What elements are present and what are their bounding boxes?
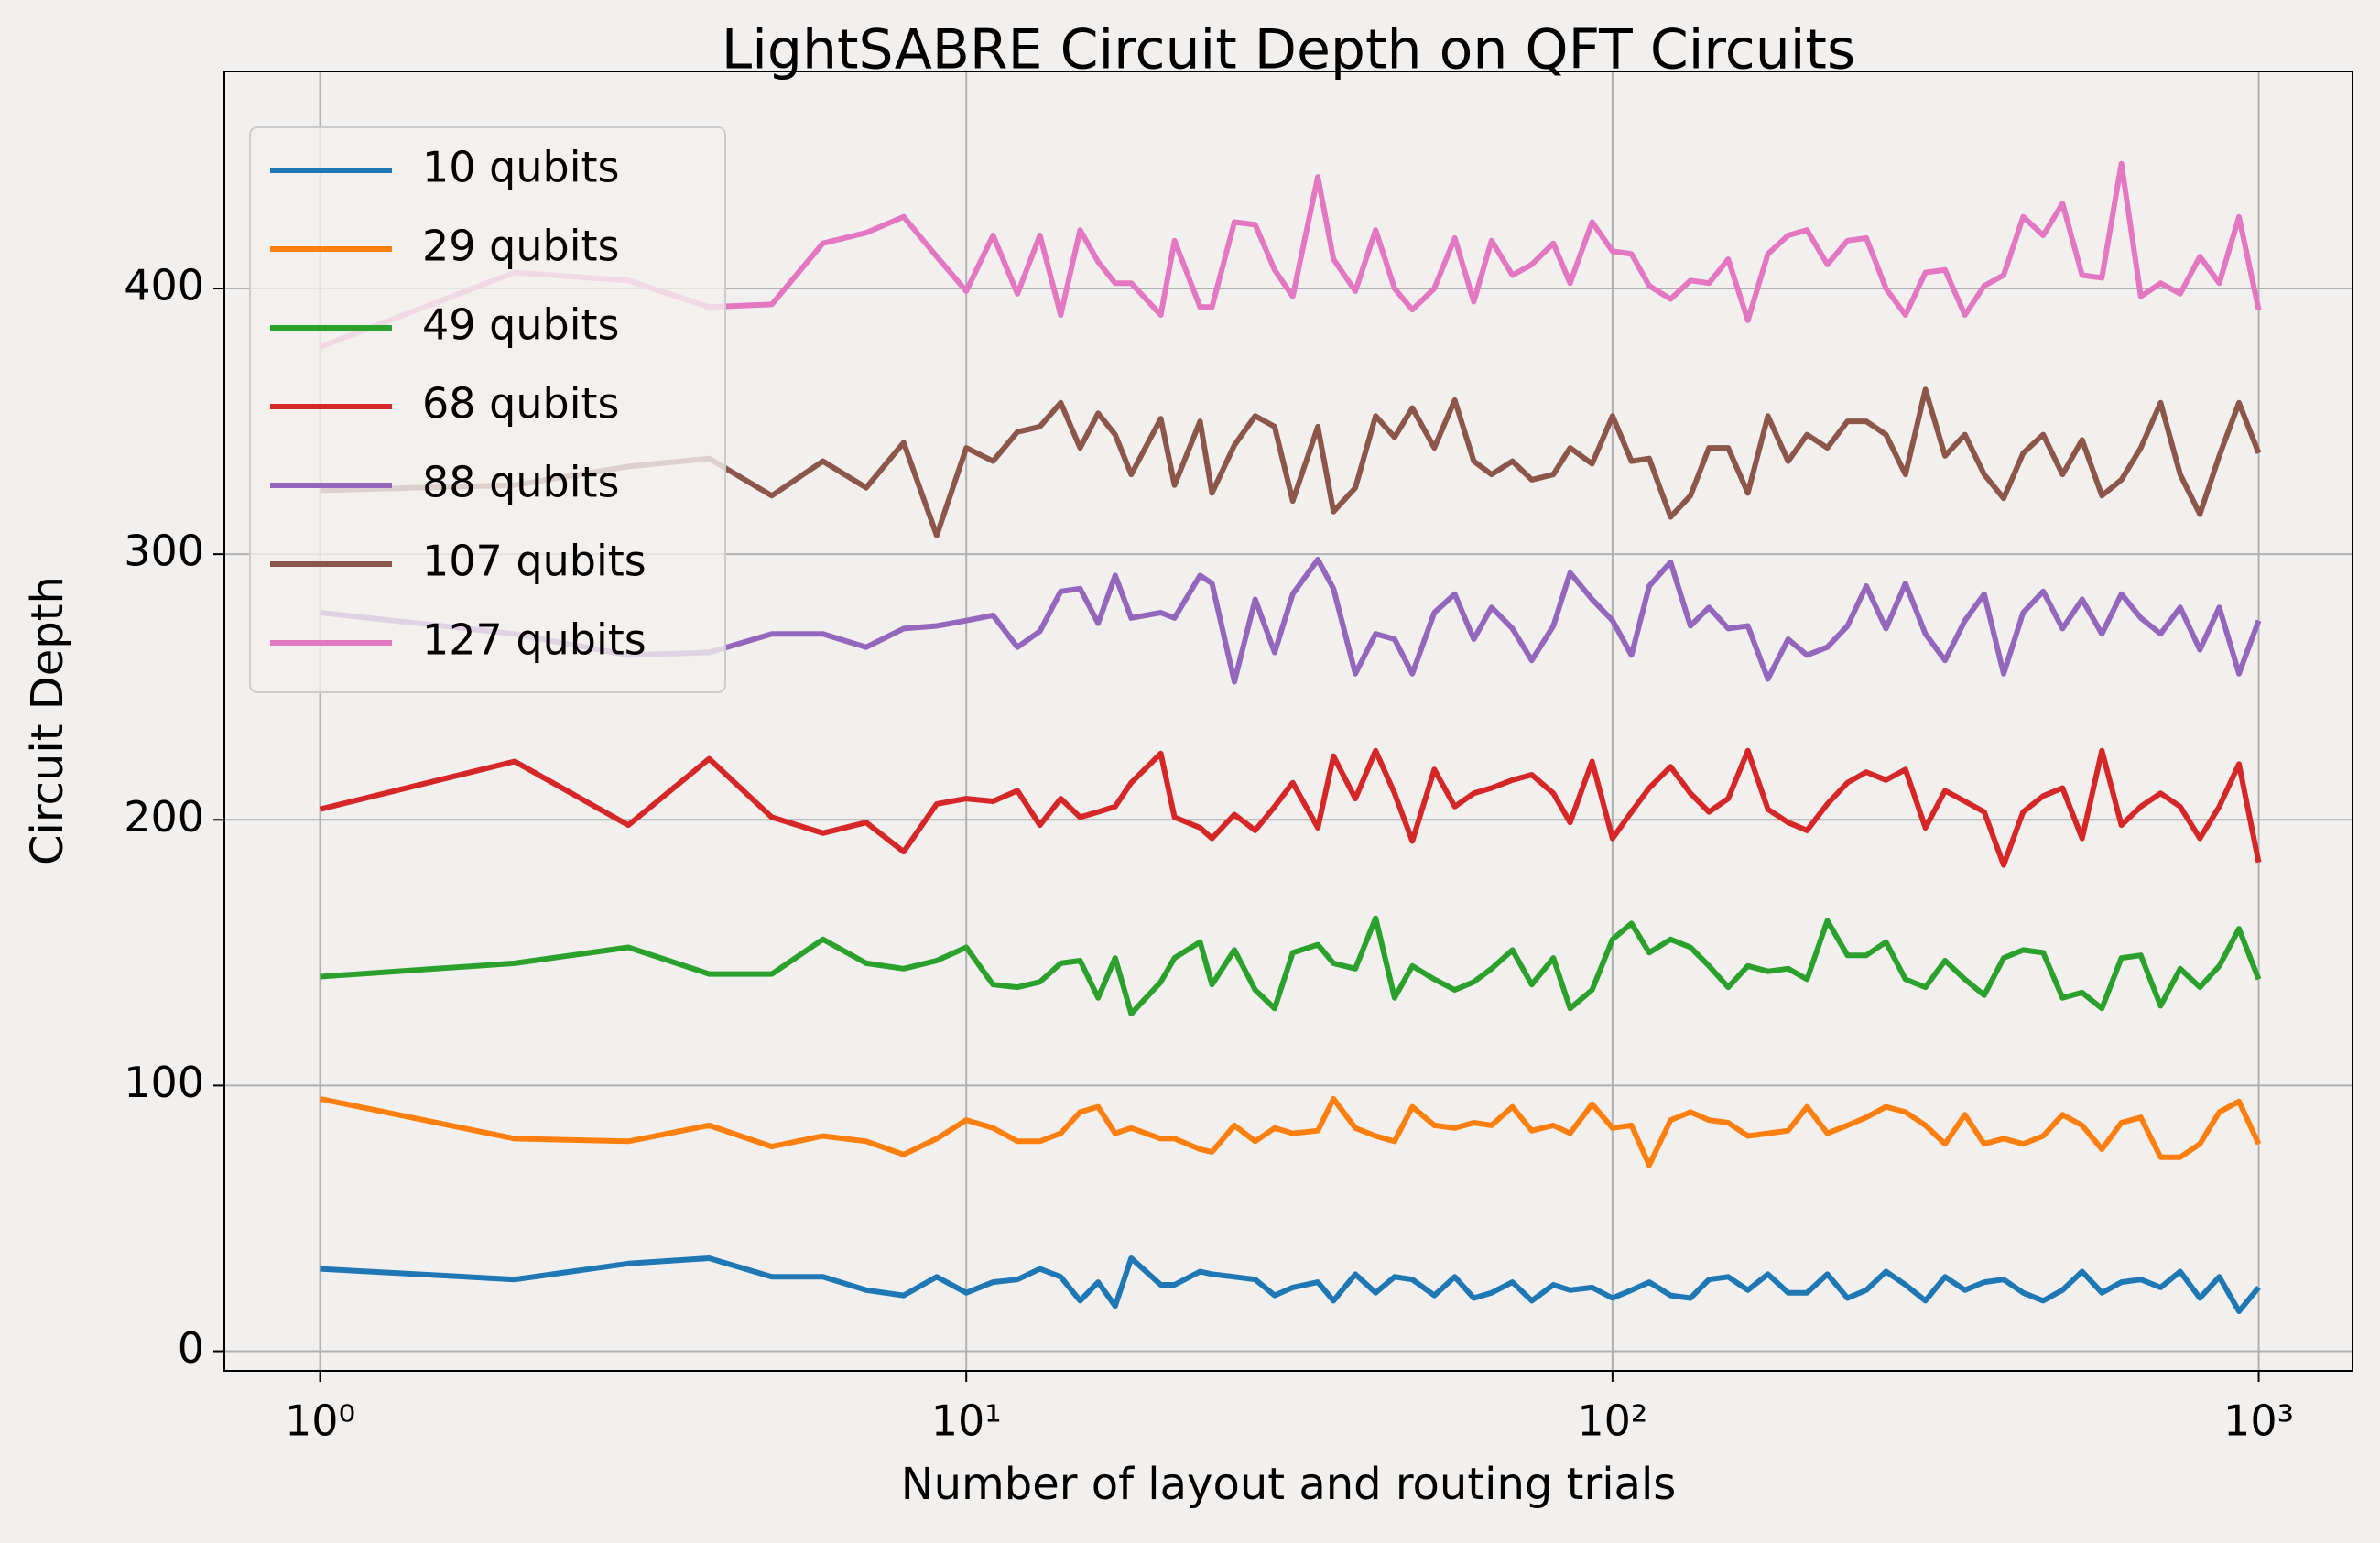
x-axis-label: Number of layout and routing trials: [901, 1459, 1677, 1510]
legend-label: 88 qubits: [422, 458, 620, 507]
chart-title: LightSABRE Circuit Depth on QFT Circuits: [722, 18, 1855, 82]
legend: 10 qubits 29 qubits 49 qubits 68 qubits 88 q…: [249, 126, 726, 693]
y-axis-label: Circuit Depth: [22, 576, 73, 865]
x-tick-label: 10¹: [931, 1396, 1002, 1446]
y-tick-label: 0: [178, 1323, 204, 1373]
x-tick-label: 10⁰: [285, 1396, 355, 1446]
legend-box: [249, 126, 726, 693]
series-line: [320, 1255, 2261, 1314]
series-line: [319, 747, 2262, 868]
legend-label: 10 qubits: [422, 143, 620, 192]
y-tick-label: 100: [124, 1058, 204, 1107]
series-line: [319, 160, 2262, 350]
x-tick-label: 10³: [2223, 1396, 2294, 1446]
y-tick-label: 200: [124, 792, 204, 842]
legend-label: 127 qubits: [422, 615, 647, 665]
y-tick-label: 400: [124, 261, 204, 310]
series-line: [319, 1095, 2262, 1168]
series-line: [320, 915, 2262, 1017]
legend-label: 49 qubits: [422, 300, 620, 350]
ticks: 10⁰ 10¹ 10² 10³ 0 100 200 300 400: [124, 261, 2294, 1446]
legend-label: 29 qubits: [422, 222, 620, 271]
legend-label: 68 qubits: [422, 379, 620, 429]
plot-frame: [223, 71, 2353, 1372]
x-tick-label: 10²: [1577, 1396, 1647, 1446]
lines: [319, 160, 2262, 1314]
series-line: [320, 557, 2262, 685]
legend-label: 107 qubits: [422, 537, 647, 586]
y-tick-label: 300: [124, 527, 204, 576]
series-line: [320, 386, 2262, 538]
